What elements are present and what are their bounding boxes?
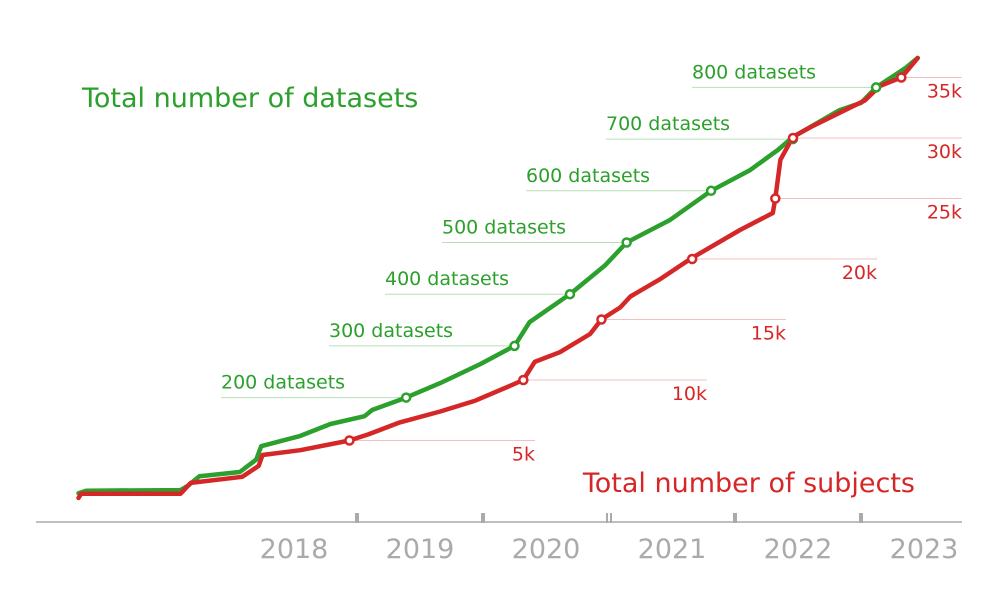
datasets-milestone-marker (870, 82, 882, 93)
x-tick-label-2021: 2021 (638, 534, 707, 565)
datasets-milestone-label: 600 datasets (526, 165, 650, 187)
subjects-milestone-label: 30k (927, 141, 962, 163)
x-tick-label-2022: 2022 (764, 534, 833, 565)
subjects-milestone-label: 5k (512, 444, 535, 466)
milestone-reference-lines (221, 77, 962, 441)
subjects-milestone-label: 15k (751, 323, 786, 345)
subjects-milestone-label: 35k (927, 81, 962, 103)
datasets-milestone-marker (509, 340, 520, 352)
subjects-series-line (76, 55, 920, 501)
datasets-milestone-label: 300 datasets (329, 320, 453, 342)
datasets-milestone-marker (621, 237, 632, 248)
x-tick-label-2018: 2018 (260, 534, 329, 565)
x-tick-label-2019: 2019 (386, 534, 455, 565)
datasets-milestone-marker (705, 185, 717, 197)
subjects-milestone-marker (518, 374, 529, 386)
series-lines (76, 55, 920, 501)
datasets-milestone-label: 800 datasets (692, 61, 816, 83)
x-tick-label-2020: 2020 (512, 534, 581, 565)
milestone-labels: 200 datasets 300 datasets 400 datasets 500 … (221, 61, 962, 465)
subjects-milestone-marker (770, 193, 781, 204)
subjects-milestone-marker (686, 253, 698, 265)
datasets-milestone-label: 400 datasets (385, 268, 509, 290)
x-axis-ticks: 2018 2019 2020 2021 2022 2023 (260, 513, 959, 565)
subjects-milestone-label: 20k (842, 262, 877, 284)
subjects-milestone-label: 25k (927, 202, 962, 224)
milestone-markers (344, 72, 907, 446)
datasets-milestone-label: 500 datasets (442, 217, 566, 239)
subjects-milestone-label: 10k (672, 383, 707, 405)
datasets-title: Total number of datasets (81, 83, 418, 114)
subjects-milestone-marker (344, 435, 355, 446)
subjects-milestone-marker (896, 72, 907, 83)
x-tick-label-2023: 2023 (890, 534, 959, 565)
datasets-milestone-marker (564, 288, 576, 300)
subjects-milestone-marker (596, 314, 607, 325)
subjects-title: Total number of subjects (582, 468, 915, 499)
datasets-milestone-label: 700 datasets (606, 113, 730, 135)
datasets-milestone-label: 200 datasets (221, 372, 345, 394)
datasets-milestone-marker (400, 392, 412, 403)
subjects-milestone-marker (787, 132, 799, 144)
